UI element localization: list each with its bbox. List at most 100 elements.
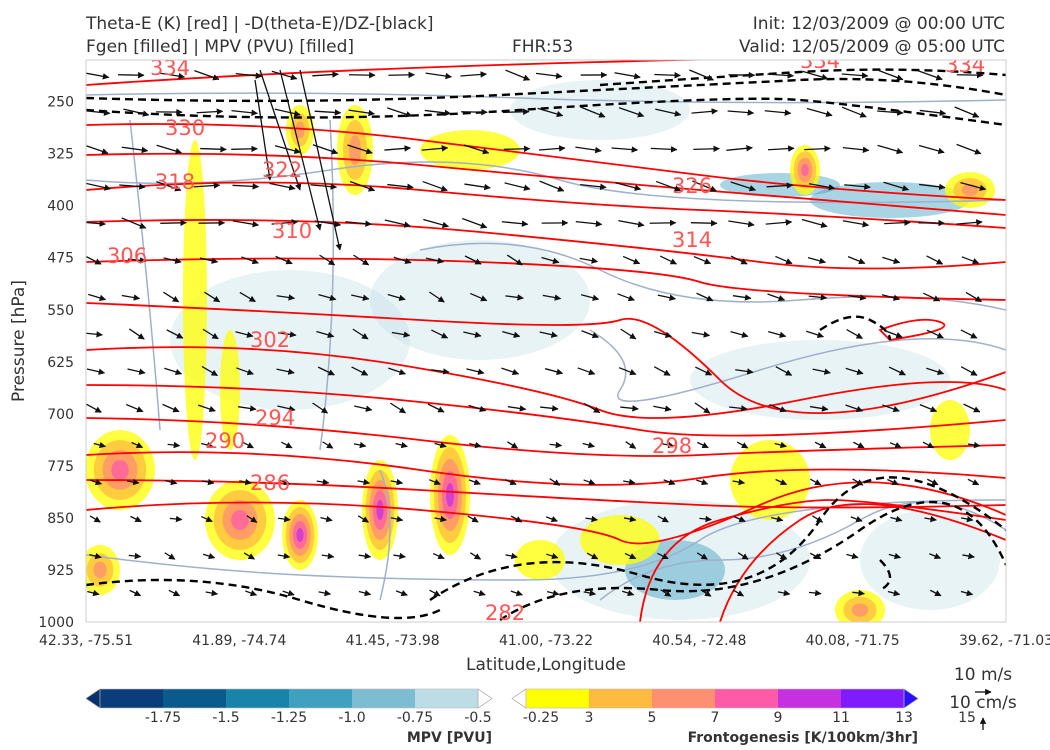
- wind-vector: [87, 589, 100, 597]
- wind-vector: [278, 478, 291, 486]
- colorbar-segment: [226, 689, 290, 708]
- wind-vector: [510, 589, 523, 597]
- wind-vector: [391, 331, 411, 338]
- wind-vector: [545, 516, 558, 523]
- wind-vector: [808, 589, 822, 597]
- wind-vector: [736, 441, 749, 449]
- wind-vector: [621, 589, 635, 597]
- theta-e-contour-label: 318: [155, 170, 195, 194]
- wind-vector: [926, 329, 944, 339]
- wind-vector: [276, 368, 295, 375]
- wind-vector: [877, 109, 904, 116]
- wind-vector: [507, 441, 519, 449]
- wind-vector: [541, 256, 560, 264]
- wind-vector: [501, 367, 520, 376]
- wind-vector: [960, 589, 974, 597]
- colorbar-tick-label: -1.5: [212, 710, 239, 726]
- wind-vector: [620, 405, 639, 412]
- wind-vector: [884, 219, 911, 226]
- wind-vector: [926, 478, 939, 486]
- wind-vector: [775, 552, 788, 560]
- y-axis-title: Pressure [hPa]: [9, 280, 29, 402]
- wind-vector: [586, 552, 599, 560]
- wind-vector: [806, 330, 825, 339]
- wind-vector: [846, 329, 863, 339]
- wind-vector: [539, 180, 565, 192]
- stability-contour: [599, 68, 1006, 87]
- theta-e-contour-label: 282: [485, 601, 525, 625]
- colorbar-tick-label: -0.25: [523, 710, 559, 726]
- colorbar-segment: [289, 689, 353, 708]
- colorbar-extend-right: [477, 688, 493, 709]
- wind-vector: [469, 292, 488, 302]
- colorbar-extend-left: [511, 688, 527, 709]
- wind-vector: [164, 478, 178, 486]
- stability-contour: [429, 476, 1006, 601]
- wind-vector: [585, 515, 598, 523]
- wind-vector: [127, 478, 140, 486]
- wind-vector: [537, 107, 564, 118]
- x-tick-label: 42.33, -75.51: [39, 633, 133, 649]
- wind-vector: [653, 405, 672, 412]
- wind-vector: [271, 219, 299, 226]
- wind-vector: [693, 145, 720, 153]
- wind-vector: [393, 552, 406, 560]
- wind-vector: [657, 294, 676, 301]
- wind-vector: [549, 441, 563, 449]
- wind-vector: [89, 515, 101, 523]
- wind-vector: [469, 441, 482, 449]
- colorbar-tick-label: 5: [648, 710, 657, 726]
- wind-vector: [814, 441, 827, 449]
- theta-e-contour-label: 322: [262, 158, 302, 182]
- stability-contour: [819, 315, 892, 341]
- x-tick-label: 41.45, -73.98: [346, 633, 440, 649]
- wind-vector: [388, 71, 416, 79]
- theta-e-contour-label: 306: [107, 244, 147, 268]
- theta-e-contour: [86, 481, 1006, 545]
- wind-vector: [730, 331, 749, 338]
- wind-vector: [196, 108, 224, 115]
- wind-vector: [811, 515, 824, 523]
- wind-vector: [423, 218, 450, 229]
- y-tick-label: 700: [47, 407, 74, 423]
- wind-vector: [235, 72, 263, 79]
- wind-vector: [807, 256, 826, 264]
- wind-vector: [425, 257, 445, 264]
- colorbar-tick-label: 3: [585, 710, 594, 726]
- wind-vector: [887, 589, 901, 597]
- wind-vector: [804, 145, 831, 152]
- wind-vector: [463, 144, 490, 155]
- wind-vector: [201, 515, 213, 523]
- wind-vector: [505, 69, 531, 81]
- wind-vector: [580, 106, 606, 118]
- wind-vector: [808, 294, 828, 301]
- y-tick-label: 550: [47, 303, 74, 319]
- wind-vector: [695, 366, 713, 376]
- colorbar-extend-right: [903, 688, 919, 709]
- wind-vector: [395, 441, 408, 449]
- wind-vector: [352, 328, 369, 340]
- wind-vector: [620, 328, 637, 340]
- wind-vector: [464, 183, 491, 191]
- theta-e-contour-label: 302: [250, 328, 290, 352]
- wind-vector: [919, 183, 946, 191]
- wind-vector: [318, 589, 332, 597]
- wind-vector: [962, 552, 975, 560]
- wind-vector: [387, 183, 414, 191]
- colorbar-frame: [99, 688, 479, 709]
- wind-vector: [694, 402, 711, 414]
- wind-vector: [163, 257, 182, 264]
- wind-vector: [119, 183, 146, 190]
- wind-vector: [200, 145, 227, 153]
- wind-vector: [357, 515, 369, 523]
- wind-vector: [764, 109, 792, 116]
- wind-vector: [384, 219, 411, 228]
- wind-vector: [194, 70, 220, 81]
- wind-vector: [351, 294, 370, 301]
- wind-vector: [841, 72, 869, 79]
- wind-vector: [201, 441, 214, 449]
- theta-e-contour: [86, 302, 1006, 414]
- wind-vector: [889, 442, 902, 449]
- wind-vector: [121, 294, 141, 301]
- theta-e-contour-label: 330: [165, 116, 205, 140]
